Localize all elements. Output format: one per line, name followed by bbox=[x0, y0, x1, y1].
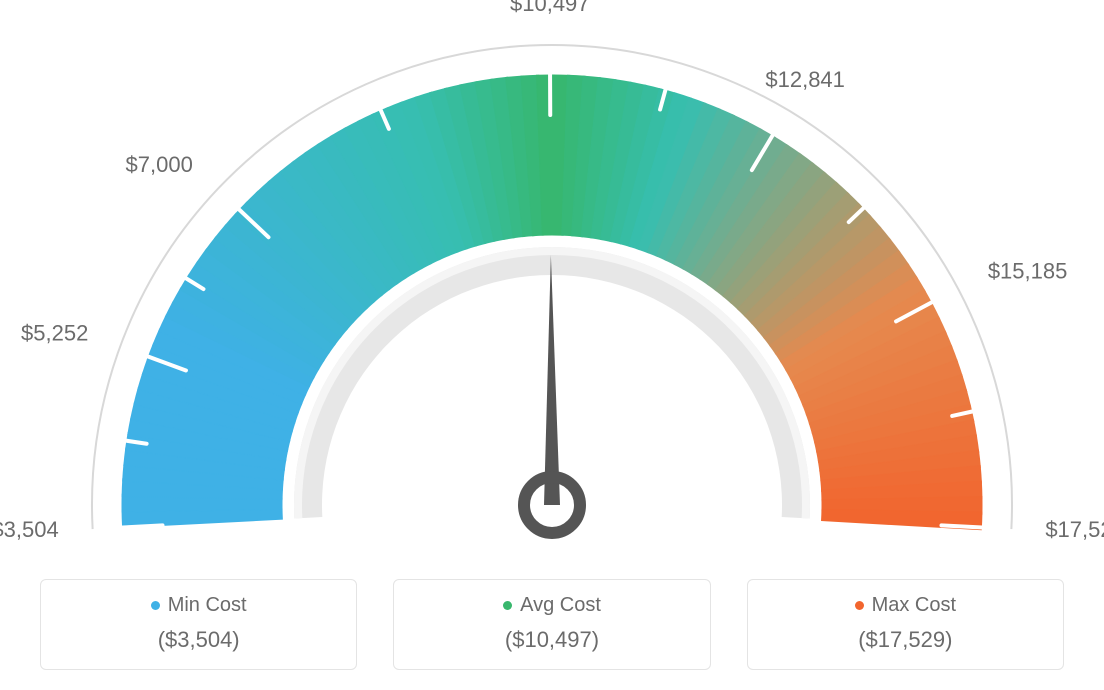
legend-card-avg: Avg Cost ($10,497) bbox=[393, 579, 710, 670]
dot-icon bbox=[503, 601, 512, 610]
legend-value-avg: ($10,497) bbox=[404, 627, 699, 653]
svg-text:$15,185: $15,185 bbox=[988, 258, 1068, 283]
dot-icon bbox=[855, 601, 864, 610]
legend-card-max: Max Cost ($17,529) bbox=[747, 579, 1064, 670]
legend-label: Max Cost bbox=[872, 594, 956, 617]
legend-value-min: ($3,504) bbox=[51, 627, 346, 653]
legend-label: Avg Cost bbox=[520, 594, 601, 617]
cost-gauge-widget: $3,504 $5,252 $7,000 $10,497 $12,841 $15,185 $… bbox=[0, 0, 1104, 690]
svg-text:$3,504: $3,504 bbox=[0, 517, 59, 540]
svg-text:$5,252: $5,252 bbox=[21, 321, 88, 346]
svg-text:$7,000: $7,000 bbox=[126, 152, 193, 177]
dot-icon bbox=[151, 601, 160, 610]
svg-text:$12,841: $12,841 bbox=[765, 67, 845, 92]
legend-label: Min Cost bbox=[168, 594, 247, 617]
gauge-chart: $3,504 $5,252 $7,000 $10,497 $12,841 $15,185 $… bbox=[0, 0, 1104, 540]
legend-row: Min Cost ($3,504) Avg Cost ($10,497) Max… bbox=[0, 579, 1104, 670]
legend-title-min: Min Cost bbox=[151, 594, 247, 617]
svg-text:$10,497: $10,497 bbox=[510, 0, 590, 16]
legend-title-avg: Avg Cost bbox=[503, 594, 601, 617]
legend-card-min: Min Cost ($3,504) bbox=[40, 579, 357, 670]
legend-title-max: Max Cost bbox=[855, 594, 956, 617]
legend-value-max: ($17,529) bbox=[758, 627, 1053, 653]
svg-text:$17,529: $17,529 bbox=[1045, 517, 1104, 540]
